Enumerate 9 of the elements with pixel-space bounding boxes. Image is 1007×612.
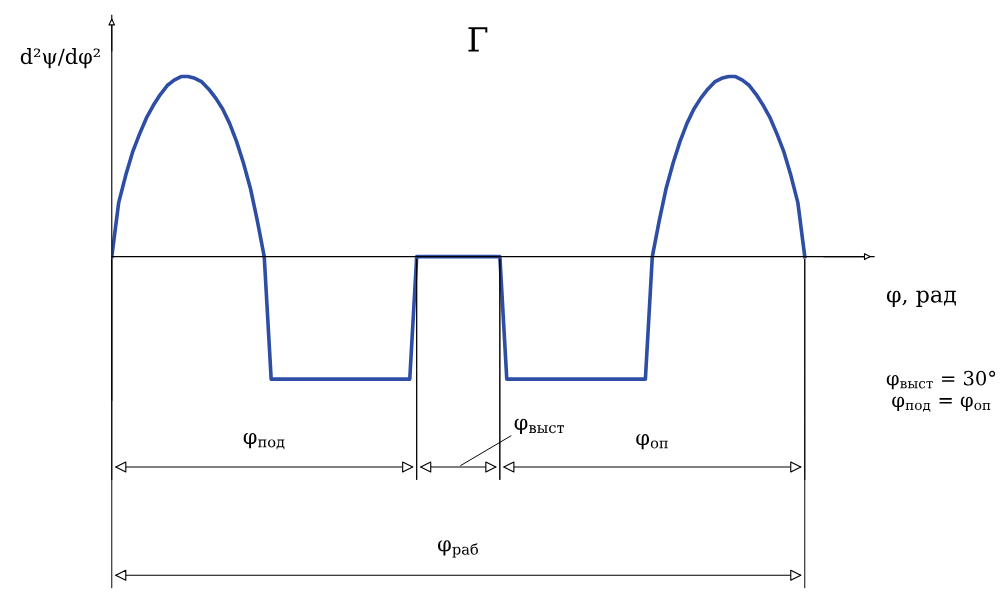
text: φ$_{под}$: [243, 433, 285, 450]
x-axis-title: φ, рад: [886, 290, 956, 307]
text: φ$_{раб}$: [438, 540, 478, 558]
text: φ$_{выст}$ = 30°: [886, 370, 996, 390]
text: φ$_{под}$ = φ$_{оп}$: [892, 396, 991, 412]
text: φ$_{оп}$: [636, 434, 668, 450]
y-axis-title: d²ψ/dφ²: [20, 48, 100, 69]
chart-title: Г: [468, 27, 488, 52]
text: φ$_{выст}$: [514, 418, 564, 435]
